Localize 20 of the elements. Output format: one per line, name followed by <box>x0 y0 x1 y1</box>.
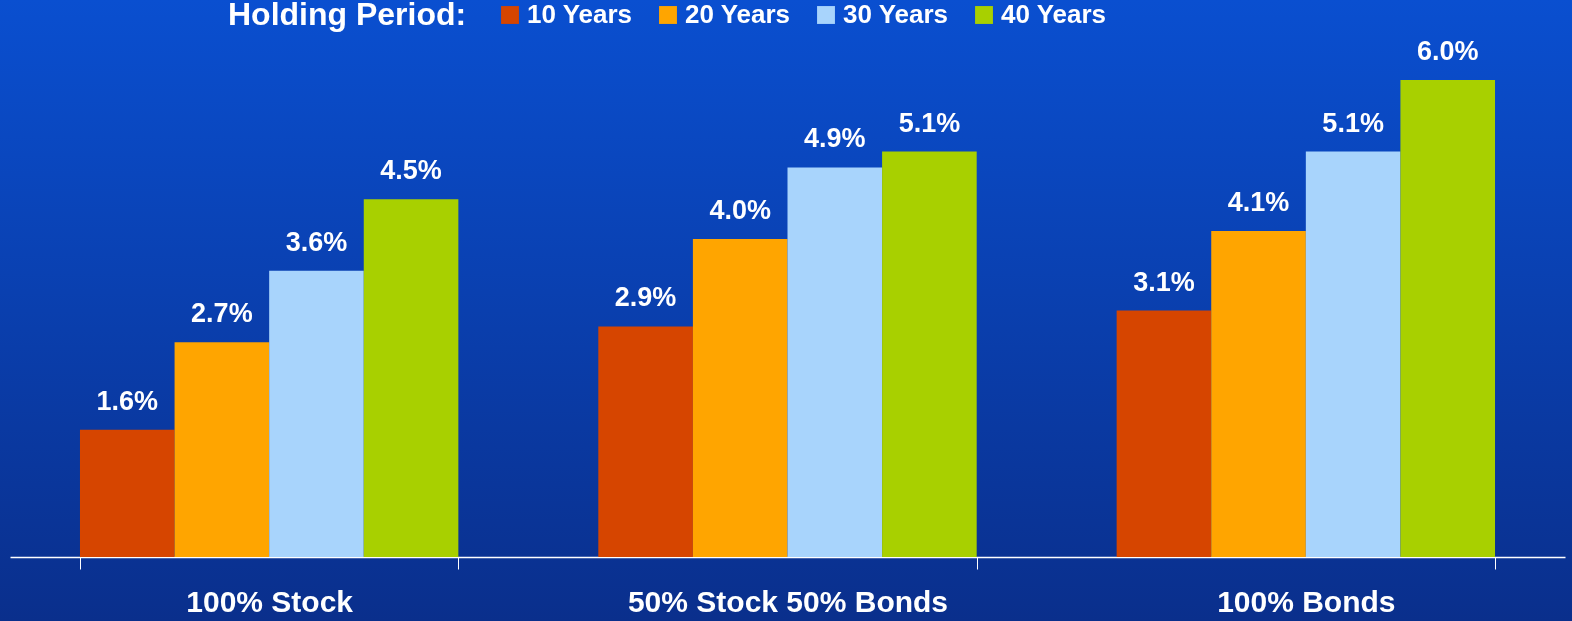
data-label: 6.0% <box>1416 36 1479 66</box>
legend-label: 40 Years <box>1001 0 1107 29</box>
data-label: 3.6% <box>285 226 348 257</box>
data-label: 5.1% <box>1322 107 1384 138</box>
data-label: 4.0% <box>709 195 771 225</box>
data-label: 2.9% <box>614 282 677 313</box>
legend-label: 20 Years <box>685 0 791 29</box>
data-label: 1.6% <box>96 385 159 416</box>
legend-label: 30 Years <box>843 0 949 29</box>
x-tick-label: 100% Bonds <box>1217 584 1396 618</box>
x-tick-label: 50% Stock 50% Bonds <box>627 584 949 618</box>
legend-label: 10 Years <box>527 0 633 29</box>
data-label: 4.5% <box>380 155 442 186</box>
x-tick-label: 100% Stock <box>186 584 354 618</box>
data-label: 2.7% <box>191 298 253 329</box>
data-label: 4.9% <box>804 123 866 154</box>
legend-title: Holding Period: <box>228 0 467 32</box>
data-label: 4.1% <box>1227 187 1290 218</box>
data-label: 5.1% <box>898 107 961 138</box>
data-label: 3.1% <box>1133 266 1195 297</box>
